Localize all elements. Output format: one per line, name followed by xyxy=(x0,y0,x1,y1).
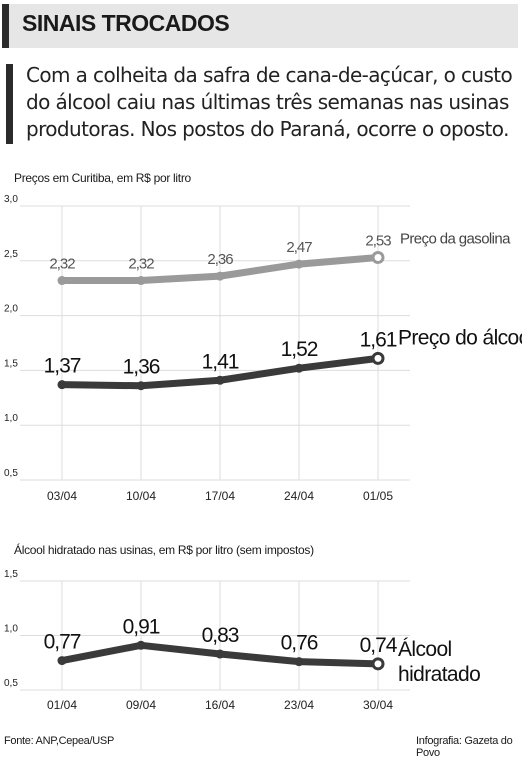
mill-prices-chart: 1,5 1,0 0,5 01/04 09/04 16/04 23/04 30/04 0,77 0,… xyxy=(4,569,481,712)
lead-accent xyxy=(6,64,13,144)
data-point xyxy=(136,381,146,391)
source-note: Fonte: ANP,Cepea/USP xyxy=(4,735,114,747)
data-point xyxy=(215,271,225,281)
y-tick-label: 3,0 xyxy=(4,194,18,205)
data-label: 2,32 xyxy=(49,256,75,273)
x-tick-label: 23/04 xyxy=(284,698,314,712)
lead-text: Com a colheita da safra de cana-de-açúca… xyxy=(26,63,513,141)
data-point xyxy=(57,276,67,286)
y-tick-label: 1,0 xyxy=(4,624,18,635)
y-tick-label: 1,5 xyxy=(4,358,18,369)
data-label: 0,76 xyxy=(281,632,318,655)
y-tick-label: 0,5 xyxy=(4,678,18,689)
data-point xyxy=(294,657,304,667)
x-tick-label: 30/04 xyxy=(363,698,393,712)
data-label: 0,83 xyxy=(202,624,239,647)
header-accent xyxy=(2,4,9,48)
series-name-label: Álcool xyxy=(398,638,452,661)
data-point xyxy=(57,656,67,666)
data-label: 1,36 xyxy=(123,356,160,379)
x-tick-label: 03/04 xyxy=(47,489,77,503)
data-point xyxy=(136,276,146,286)
credit-note: Infografia: Gazeta do Povo xyxy=(416,735,513,759)
x-tick-label: 09/04 xyxy=(126,698,156,712)
data-label: 2,36 xyxy=(207,251,233,268)
data-point xyxy=(215,649,225,659)
data-label: 0,77 xyxy=(44,631,81,654)
x-tick-label: 10/04 xyxy=(126,489,156,503)
data-point xyxy=(294,363,304,373)
data-label: 1,61 xyxy=(360,328,397,351)
data-label: 0,74 xyxy=(360,634,398,657)
data-label: 2,32 xyxy=(128,256,154,273)
series-name-label: Preço do álcool xyxy=(398,326,522,349)
data-label: 1,37 xyxy=(44,355,81,378)
lead-block: Com a colheita da safra de cana-de-açúca… xyxy=(6,62,514,148)
data-label: 2,47 xyxy=(286,239,312,256)
fuel-prices-chart: 3,0 2,5 2,0 1,5 1,0 0,5 03/04 10/04 17/04 24/04 01… xyxy=(4,194,522,503)
data-label: 1,52 xyxy=(281,338,318,361)
y-tick-label: 0,5 xyxy=(4,468,18,479)
header-bar: SINAIS TROCADOS xyxy=(2,4,518,48)
y-tick-label: 2,0 xyxy=(4,304,18,315)
data-label: 0,91 xyxy=(123,615,160,638)
page-title: SINAIS TROCADOS xyxy=(22,10,230,36)
series-name-label: hidratado xyxy=(398,663,480,686)
x-tick-label: 17/04 xyxy=(205,489,235,503)
y-tick-label: 1,5 xyxy=(4,569,18,580)
series-name-label: Preço da gasolina xyxy=(400,231,511,248)
x-tick-label: 01/05 xyxy=(363,489,393,503)
data-point xyxy=(371,657,385,671)
data-point xyxy=(294,259,304,269)
data-label: 1,41 xyxy=(202,350,239,373)
data-label: 2,53 xyxy=(365,233,391,250)
x-tick-label: 24/04 xyxy=(284,489,314,503)
data-point xyxy=(57,380,67,390)
data-point xyxy=(371,351,385,365)
chart2-title: Álcool hidratado nas usinas, em R$ por l… xyxy=(14,543,314,557)
y-tick-label: 2,5 xyxy=(4,249,18,260)
data-point xyxy=(136,640,146,650)
data-point xyxy=(215,375,225,385)
data-point xyxy=(371,251,385,265)
x-tick-label: 01/04 xyxy=(47,698,77,712)
chart1-title: Preços em Curitiba, em R$ por litro xyxy=(14,171,191,185)
y-tick-label: 1,0 xyxy=(4,413,18,424)
x-tick-label: 16/04 xyxy=(205,698,235,712)
